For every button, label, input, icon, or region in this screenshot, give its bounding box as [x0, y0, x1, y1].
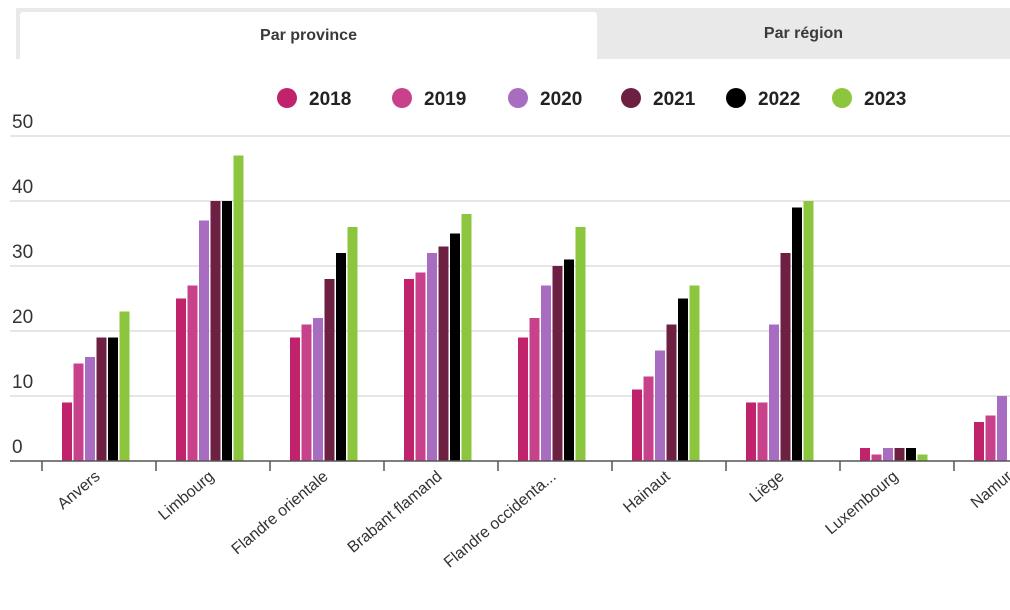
x-tick-label: Hainaut: [620, 468, 674, 517]
bar[interactable]: [301, 324, 312, 462]
bar[interactable]: [689, 285, 700, 462]
x-tick-label: Brabant flamand: [345, 468, 446, 556]
bar[interactable]: [290, 337, 300, 462]
bar[interactable]: [906, 448, 916, 461]
x-tick-label: Flandre orientale: [229, 468, 332, 558]
bar[interactable]: [210, 201, 221, 461]
y-axis: 0 10 20 30 40 50: [12, 112, 33, 458]
legend-item[interactable]: 2018: [277, 88, 351, 110]
bar[interactable]: [575, 227, 586, 461]
bar[interactable]: [678, 298, 688, 462]
bar[interactable]: [803, 201, 814, 461]
x-tick-label: Limbourg: [156, 468, 218, 524]
bar[interactable]: [62, 402, 72, 462]
legend-label: 2021: [653, 89, 696, 110]
bar[interactable]: [450, 233, 460, 462]
bar[interactable]: [199, 220, 209, 462]
bar[interactable]: [632, 389, 642, 462]
bar[interactable]: [997, 396, 1007, 461]
legend-marker: [508, 88, 528, 108]
legend-label: 2023: [864, 89, 906, 110]
bar[interactable]: [769, 324, 779, 462]
bar[interactable]: [894, 448, 905, 461]
bar[interactable]: [792, 207, 802, 462]
legend-label: 2018: [309, 89, 351, 110]
tab-par-province[interactable]: Par province: [20, 12, 597, 59]
bar[interactable]: [518, 337, 528, 462]
legend-item[interactable]: 2019: [392, 88, 466, 110]
legend-label: 2020: [540, 89, 582, 110]
x-tick-label: Luxembourg: [823, 468, 902, 538]
bars: [62, 155, 1007, 462]
gridlines: [10, 135, 1010, 397]
legend-item[interactable]: 2020: [508, 88, 582, 110]
legend-marker: [277, 88, 297, 108]
y-tick-label: 0: [12, 437, 23, 458]
bar[interactable]: [85, 357, 95, 461]
bar[interactable]: [860, 448, 870, 461]
legend-label: 2019: [424, 89, 466, 110]
bar[interactable]: [176, 298, 186, 462]
bar[interactable]: [917, 454, 928, 462]
bar[interactable]: [324, 279, 335, 461]
y-tick-label: 50: [12, 112, 33, 133]
bar[interactable]: [643, 376, 654, 462]
tab-bar: Par province Par région: [16, 8, 1010, 59]
x-tick-label: Namur: [968, 468, 1010, 512]
y-tick-label: 20: [12, 307, 33, 328]
bar[interactable]: [564, 259, 574, 462]
bar[interactable]: [883, 448, 893, 461]
bar[interactable]: [529, 318, 540, 461]
bar[interactable]: [336, 253, 346, 461]
bar[interactable]: [780, 253, 791, 461]
bar[interactable]: [746, 402, 756, 462]
y-tick-label: 40: [12, 177, 33, 198]
bar[interactable]: [427, 253, 437, 461]
bar[interactable]: [985, 415, 996, 462]
legend-marker: [621, 88, 641, 108]
legend-label: 2022: [758, 89, 800, 110]
legend-marker: [392, 88, 412, 108]
x-tick-label: Liège: [747, 468, 788, 506]
bar[interactable]: [541, 285, 551, 462]
bar[interactable]: [655, 350, 665, 462]
tab-par-region[interactable]: Par région: [763, 24, 844, 42]
bar[interactable]: [438, 246, 449, 462]
bar[interactable]: [187, 285, 198, 462]
bar[interactable]: [96, 337, 107, 462]
bar[interactable]: [119, 311, 130, 462]
y-tick-label: 10: [12, 372, 33, 393]
legend: 2018 2019 2020 2021 2022 2023: [277, 88, 906, 110]
legend-marker: [832, 88, 852, 108]
legend-item[interactable]: 2021: [621, 88, 696, 110]
bar[interactable]: [415, 272, 426, 462]
x-tick-label: Flandre occidenta...: [441, 468, 560, 571]
bar[interactable]: [73, 363, 84, 462]
bar[interactable]: [404, 279, 414, 461]
legend-item[interactable]: 2023: [832, 88, 906, 110]
bar[interactable]: [222, 201, 232, 461]
y-tick-label: 30: [12, 242, 33, 263]
x-tick-label: Anvers: [54, 468, 103, 513]
legend-item[interactable]: 2022: [726, 88, 800, 110]
legend-marker: [726, 88, 746, 108]
bar[interactable]: [461, 214, 472, 461]
x-axis: Anvers Limbourg Flandre orientale Brabant f…: [10, 460, 1010, 571]
bar[interactable]: [108, 337, 118, 462]
bar[interactable]: [552, 266, 563, 461]
bar[interactable]: [757, 402, 768, 462]
bar[interactable]: [347, 227, 358, 461]
bar[interactable]: [871, 454, 882, 462]
bar[interactable]: [313, 318, 323, 461]
bar[interactable]: [233, 155, 244, 462]
bar[interactable]: [666, 324, 677, 462]
bar[interactable]: [974, 422, 984, 461]
